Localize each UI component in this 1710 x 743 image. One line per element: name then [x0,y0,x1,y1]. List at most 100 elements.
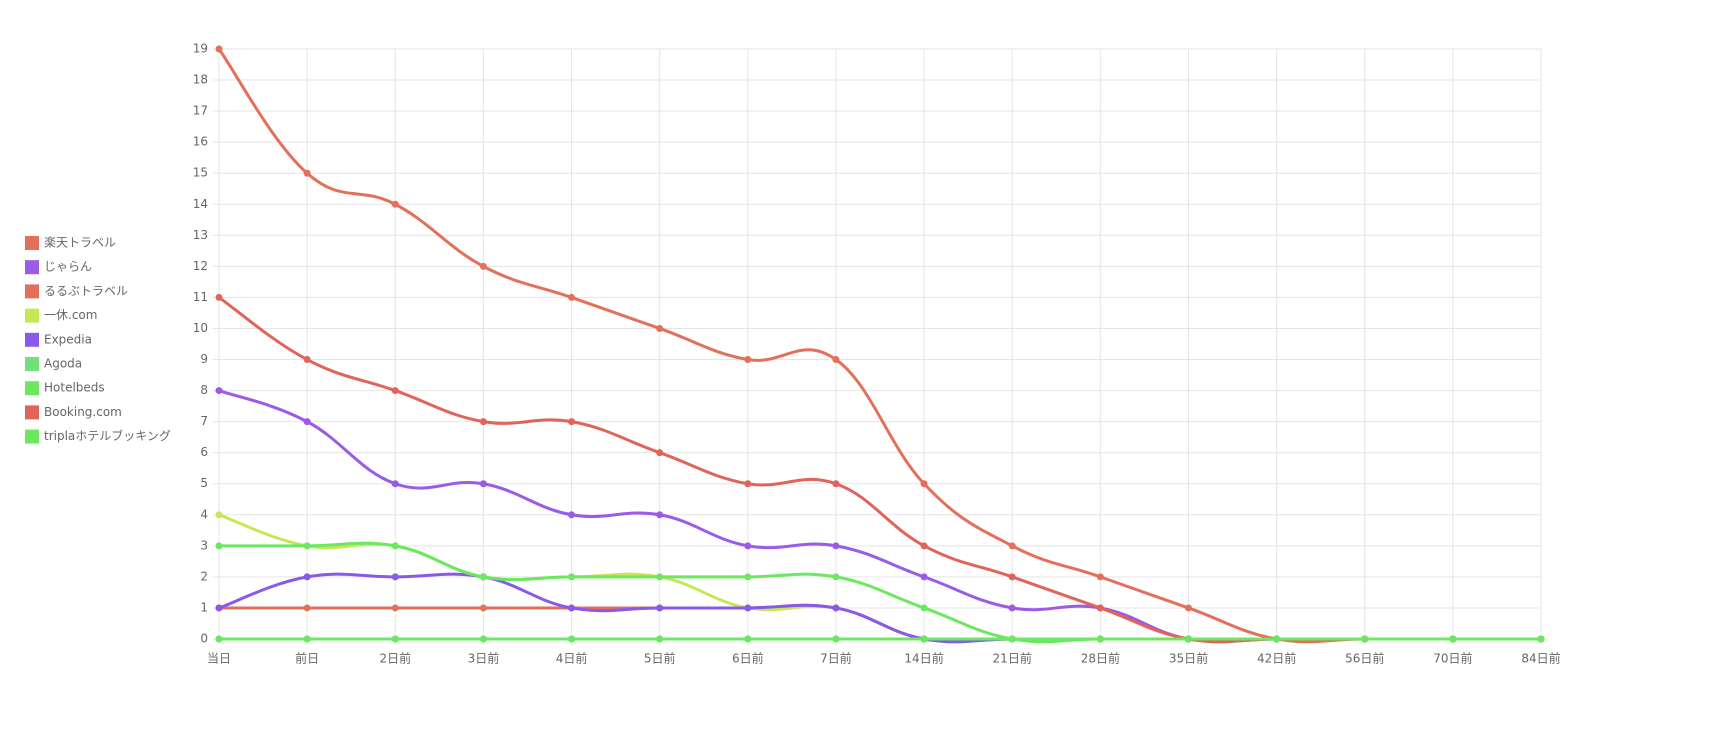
point [744,542,752,550]
point [832,356,840,364]
legend-label: Agoda [44,357,82,371]
x-tick-label: 70日前 [1433,651,1472,666]
point [1096,573,1104,581]
x-tick-label: 56日前 [1345,651,1384,666]
y-tick-label: 3 [200,538,208,552]
point [744,635,752,643]
point [479,604,487,612]
x-tick-label: 3日前 [468,651,500,666]
point [656,324,664,332]
legend-label: Expedia [44,332,92,346]
point [391,604,399,612]
y-tick-label: 7 [200,414,208,428]
series-line [217,48,1541,644]
point [303,573,311,581]
legend-swatch [25,357,39,371]
legend-swatch [25,236,39,250]
point [744,604,752,612]
point [656,573,664,581]
legend-label: triplaホテルブッキング [44,428,171,443]
point [656,604,664,612]
point [1096,635,1104,643]
legend-label: 楽天トラベル [44,236,116,250]
x-tick-label: 14日前 [904,651,943,666]
x-tick-label: 21日前 [993,651,1032,666]
point [215,387,223,395]
point [1537,635,1545,643]
point [479,573,487,581]
point [832,542,840,550]
point [391,542,399,550]
legend-label: 一休.com [44,308,97,322]
y-tick-label: 12 [193,259,208,273]
point [1449,635,1457,643]
point [920,480,928,488]
y-tick-label: 8 [200,383,208,397]
y-tick-label: 10 [193,321,208,335]
point [215,604,223,612]
point [1008,542,1016,550]
point [744,573,752,581]
y-tick-label: 2 [200,569,208,583]
x-tick-label: 当日 [207,652,231,666]
point [215,635,223,643]
point [832,573,840,581]
x-tick-label: 6日前 [732,651,764,666]
point [215,293,223,301]
y-tick-label: 6 [200,445,208,459]
point [568,418,576,426]
legend-swatch [25,284,39,299]
point [215,45,223,53]
point [303,418,311,426]
legend-swatch [25,405,39,420]
point [568,573,576,581]
point [215,511,223,519]
point [656,511,664,519]
point [920,542,928,550]
point [568,293,576,301]
legend-swatch [25,260,39,275]
point [303,542,311,550]
y-tick-label: 19 [193,42,208,56]
point [479,635,487,643]
point [568,511,576,519]
point [391,480,399,488]
point [832,604,840,612]
point [832,480,840,488]
point [568,604,576,612]
point [479,480,487,488]
point [920,573,928,581]
point [568,635,576,643]
y-tick-label: 9 [200,352,208,366]
point [1008,635,1016,643]
point [391,573,399,581]
y-tick-label: 1 [200,600,208,614]
y-tick-label: 5 [200,476,208,490]
point [1184,635,1192,643]
point [1273,635,1281,643]
point [920,635,928,643]
point [1008,573,1016,581]
x-tick-label: 4日前 [556,651,588,666]
y-tick-label: 14 [193,197,208,211]
legend-swatch [25,429,39,444]
point [215,542,223,550]
x-tick-label: 前日 [295,651,319,666]
point [744,480,752,488]
legend-swatch [25,381,39,396]
x-tick-label: 42日前 [1257,651,1296,666]
y-tick-label: 15 [193,166,208,180]
point [479,418,487,426]
x-tick-label: 35日前 [1169,651,1208,666]
point [479,262,487,270]
legend-swatch [25,308,39,323]
legend-label: るるぶトラベル [44,284,128,298]
y-tick-label: 11 [193,290,208,304]
point [1184,604,1192,612]
point [391,635,399,643]
series-line [218,389,1541,644]
y-tick-label: 13 [193,228,208,242]
y-tick-label: 17 [193,104,208,118]
point [920,604,928,612]
